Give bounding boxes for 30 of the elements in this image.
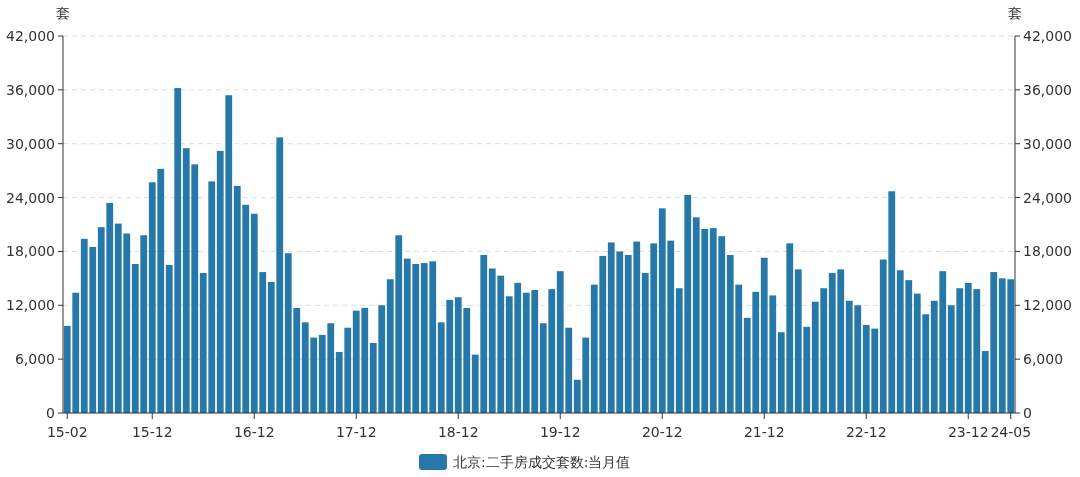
y2-tick-label: 30,000 [1023, 135, 1072, 152]
y2-tick-label: 18,000 [1023, 243, 1072, 260]
x-tick-label: 22-12 [845, 424, 887, 440]
y2-tick-label: 12,000 [1023, 297, 1072, 314]
x-tick-label: 15-02 [46, 424, 88, 440]
y2-tick-label: 36,000 [1023, 81, 1072, 98]
y2-tick-label: 42,000 [1023, 28, 1072, 44]
y-tick-label: 12,000 [6, 297, 55, 314]
y2-tick-label: 6,000 [1023, 351, 1064, 368]
x-tick-label: 23-12 [947, 424, 989, 440]
x-tick-label: 24-05 [990, 424, 1032, 440]
x-tick-label: 20-12 [641, 424, 683, 440]
x-tick-label: 18-12 [437, 424, 479, 440]
y2-tick-label: 24,000 [1023, 189, 1072, 206]
y-axis-title: 套 [56, 5, 70, 21]
y2-tick-label: 0 [1023, 405, 1032, 421]
y-tick-label: 18,000 [6, 243, 55, 260]
x-tick-label: 16-12 [233, 424, 275, 440]
y-tick-label: 24,000 [6, 189, 55, 206]
y2-axis-title: 套 [1008, 5, 1022, 21]
y-tick-label: 42,000 [6, 28, 55, 44]
x-tick-label: 19-12 [539, 424, 581, 440]
x-tick-label: 17-12 [335, 424, 377, 440]
y-tick-label: 0 [46, 405, 55, 421]
legend-label: 北京:二手房成交套数:当月值 [453, 454, 631, 470]
y-tick-label: 30,000 [6, 135, 55, 152]
x-tick-label: 15-12 [131, 424, 173, 440]
x-tick-label: 21-12 [743, 424, 785, 440]
y-tick-label: 36,000 [6, 81, 55, 98]
y-tick-label: 6,000 [14, 351, 55, 368]
